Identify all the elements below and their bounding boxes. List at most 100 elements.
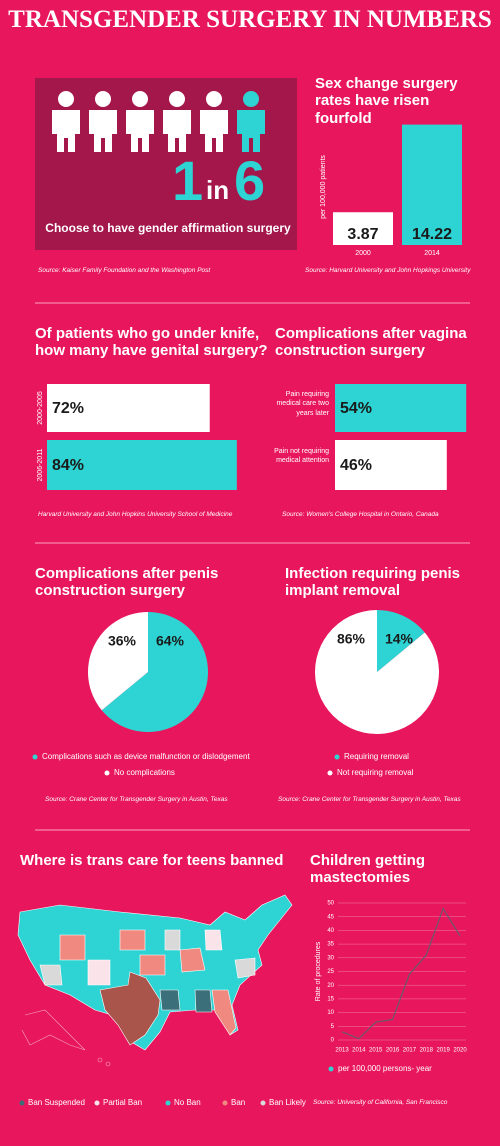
stat-number: 6 [234, 149, 265, 212]
legend-marker [334, 754, 340, 760]
y-tick-label: 0 [331, 1038, 335, 1044]
pie-slice [377, 610, 425, 672]
chart-title: Where is trans care for teens banned [20, 852, 284, 869]
legend-label: No Ban [174, 1098, 201, 1107]
category-label: 2000 [355, 250, 371, 257]
person-icon [89, 91, 117, 152]
bar [47, 384, 210, 432]
value-label: 72% [52, 400, 84, 417]
x-tick-label: 2017 [403, 1048, 417, 1054]
legend-label: Ban Likely [269, 1098, 306, 1107]
value-label: 54% [340, 400, 372, 417]
chart-title: Complications after vagina construction … [275, 325, 467, 360]
y-tick-label: 40 [327, 928, 334, 934]
icon-body [126, 110, 154, 152]
legend-label: No complications [114, 768, 175, 777]
legend-label: Not requiring removal [337, 768, 414, 777]
icon-head [169, 91, 185, 107]
legend-marker [222, 1100, 228, 1106]
value-label: 36% [108, 633, 137, 649]
category-label: Pain requiring medical care two years la… [276, 391, 329, 417]
y-tick-label: 30 [327, 955, 334, 961]
y-tick-label: 20 [327, 983, 334, 989]
x-tick-label: 2016 [386, 1048, 400, 1054]
icon-body [89, 110, 117, 152]
icon-head [206, 91, 222, 107]
person-icon [163, 91, 191, 152]
x-tick-label: 2015 [369, 1048, 383, 1054]
icon-head [95, 91, 111, 107]
legend-marker [32, 754, 38, 760]
icon-body [200, 110, 228, 152]
value-label: 46% [340, 457, 372, 474]
us-map [17, 894, 293, 1067]
category-label: Pain not requiring medical attention [274, 448, 329, 465]
icon-body [237, 110, 265, 152]
x-tick-label: 2014 [352, 1048, 366, 1054]
y-tick-label: 50 [327, 901, 334, 907]
category-label: 2000-2005 [37, 391, 44, 425]
pie-slice [101, 612, 209, 733]
chart-title: Children getting mastectomies [310, 852, 425, 887]
legend-marker [19, 1100, 25, 1106]
y-tick-label: 10 [327, 1010, 334, 1016]
y-tick-label: 25 [327, 969, 334, 975]
source: Harvard University and John Hopkins Univ… [38, 511, 233, 518]
y-tick-label: 5 [331, 1024, 335, 1030]
legend-marker [327, 770, 333, 776]
legend-label: Partial Ban [103, 1098, 142, 1107]
pie-slice [88, 612, 148, 711]
axis-label: per 100,000 patients [320, 155, 327, 219]
legend-marker [165, 1100, 171, 1106]
icon-head [132, 91, 148, 107]
legend-marker [94, 1100, 100, 1106]
source: Source: Women's College Hospital in Onta… [282, 511, 439, 518]
person-icon [126, 91, 154, 152]
person-icon [200, 91, 228, 152]
icon-head [58, 91, 74, 107]
legend-marker [328, 1066, 334, 1072]
icon-head [243, 91, 259, 107]
icon-body [163, 110, 191, 152]
value-label: 14% [385, 631, 414, 647]
source: Source: University of California, San Fr… [313, 1099, 448, 1106]
page-title: TRANSGENDER SURGERY IN NUMBERS [8, 6, 492, 33]
person-icon [52, 91, 80, 152]
source: Source: Crane Center for Transgender Sur… [45, 796, 228, 803]
icon-body [52, 110, 80, 152]
source: Source: Kaiser Family Foundation and the… [38, 267, 211, 274]
value-label: 64% [156, 633, 185, 649]
y-tick-label: 15 [327, 996, 334, 1002]
bar [335, 384, 467, 432]
category-label: 2006-2011 [37, 448, 44, 481]
bar [402, 124, 462, 245]
legend-marker [260, 1100, 266, 1106]
legend-label: Complications such as device malfunction… [42, 752, 250, 761]
x-tick-label: 2019 [436, 1048, 450, 1054]
axis-label: Rate of procedures [315, 941, 322, 1001]
person-icon [237, 91, 265, 152]
value-label: 86% [337, 631, 366, 647]
bar [335, 440, 447, 490]
x-tick-label: 2013 [335, 1048, 349, 1054]
chart-title: Infection requiring penis implant remova… [285, 565, 461, 600]
stat-number: 1 [172, 149, 203, 212]
stat-caption: Choose to have gender affirmation surger… [45, 221, 291, 235]
value-label: 3.87 [347, 226, 378, 243]
chart-title: Sex change surgery rates have risen four… [315, 75, 458, 127]
line [341, 907, 461, 1040]
source: Source: Harvard University and John Hopk… [305, 267, 471, 274]
legend-label: per 100,000 persons- year [338, 1064, 432, 1073]
x-tick-label: 2020 [453, 1048, 467, 1054]
value-label: 14.22 [412, 226, 452, 243]
legend-marker [104, 770, 110, 776]
category-label: 2014 [424, 250, 440, 257]
y-tick-label: 45 [327, 914, 334, 920]
bar [47, 440, 237, 490]
source: Source: Crane Center for Transgender Sur… [278, 796, 461, 803]
bar [333, 212, 393, 245]
stat-word: in [206, 175, 229, 205]
stat-box [35, 78, 297, 250]
